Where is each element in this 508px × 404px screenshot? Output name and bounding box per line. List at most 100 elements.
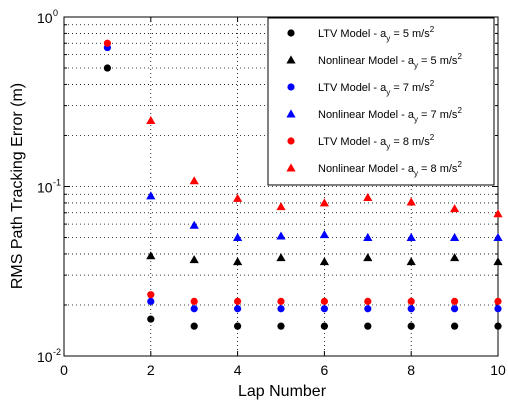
axes-frame (63, 16, 499, 357)
legend-marker (287, 137, 295, 145)
data-point (407, 305, 415, 313)
y-tick-base: 10 (37, 180, 53, 196)
data-point (494, 297, 502, 305)
data-point (277, 322, 285, 330)
data-point (493, 257, 503, 266)
legend-label-part: 2 (457, 160, 462, 169)
data-point (319, 198, 329, 207)
data-point (407, 322, 415, 330)
data-point (277, 305, 285, 313)
legend-label-part: 2 (457, 52, 462, 61)
data-point (320, 305, 328, 313)
data-point (319, 257, 329, 266)
legend-label-part: = 8 m/s (418, 163, 458, 175)
legend-label: LTV Model - ay = 5 m/s2 (318, 25, 435, 43)
data-point (407, 297, 415, 305)
data-point (103, 64, 111, 72)
legend-label-part: 2 (430, 133, 435, 142)
legend-marker (286, 109, 296, 118)
series-3 (103, 43, 502, 313)
data-point (363, 253, 373, 262)
legend-label-part: = 5 m/s (390, 28, 430, 40)
legend-marker (286, 55, 296, 64)
data-point (147, 291, 155, 299)
data-point (406, 232, 416, 241)
legend-label-part: Nonlinear Model - a (318, 163, 415, 175)
data-point (364, 297, 372, 305)
data-point (277, 297, 285, 305)
x-tick-label: 4 (234, 362, 242, 378)
data-point (190, 305, 198, 313)
data-point (190, 322, 198, 330)
y-tick-exponent: -2 (53, 347, 61, 357)
data-point (493, 209, 503, 218)
legend-box (267, 17, 495, 186)
y-tick-base: 10 (37, 349, 53, 365)
data-point (494, 305, 502, 313)
data-point (233, 232, 243, 241)
legend-label: Nonlinear Model - ay = 5 m/s2 (318, 52, 462, 70)
data-point (364, 322, 372, 330)
legend-label-part: Nonlinear Model - a (318, 109, 415, 121)
legend-label-part: 2 (430, 79, 435, 88)
series-6 (146, 115, 503, 218)
y-tick-exponent: -1 (53, 178, 61, 188)
legend-label-part: y (386, 142, 390, 151)
data-point (493, 232, 503, 241)
legend-label-part: y (414, 169, 418, 178)
x-tick-label: 10 (490, 362, 506, 378)
legend-item: LTV Model - ay = 8 m/s2 (287, 133, 435, 151)
y-tick-exponent: 0 (53, 8, 58, 18)
legend-label-part: = 7 m/s (418, 109, 458, 121)
data-point (189, 255, 199, 264)
legend-label-part: Nonlinear Model - a (318, 55, 415, 67)
legend-label: LTV Model - ay = 7 m/s2 (318, 79, 435, 97)
legend-label: Nonlinear Model - ay = 7 m/s2 (318, 106, 462, 124)
data-point (363, 232, 373, 241)
data-point (451, 322, 459, 330)
legend-marker (287, 83, 295, 91)
legend-label-part: = 5 m/s (418, 55, 458, 67)
legend-label-part: LTV Model - a (318, 82, 387, 94)
legend-label-part: LTV Model - a (318, 136, 387, 148)
data-point (320, 322, 328, 330)
data-point (147, 315, 155, 323)
data-point (234, 297, 242, 305)
data-point (147, 297, 155, 305)
data-point (146, 115, 156, 124)
data-point (450, 204, 460, 213)
x-tick-label: 6 (321, 362, 329, 378)
legend-marker (286, 163, 296, 172)
data-point (406, 197, 416, 206)
data-point (233, 257, 243, 266)
legend-item: Nonlinear Model - ay = 8 m/s2 (286, 160, 462, 178)
legend-label-part: 2 (430, 25, 435, 34)
data-point (234, 305, 242, 313)
data-point (276, 202, 286, 211)
data-point (233, 193, 243, 202)
series-2 (146, 251, 503, 266)
legend-label-part: LTV Model - a (318, 28, 387, 40)
data-point (276, 231, 286, 240)
data-point (189, 176, 199, 185)
legend-item: Nonlinear Model - ay = 7 m/s2 (286, 106, 462, 124)
x-tick-label: 8 (407, 362, 415, 378)
data-point (494, 322, 502, 330)
legend-label-part: y (386, 88, 390, 97)
legend-item: LTV Model - ay = 5 m/s2 (287, 25, 435, 43)
x-tick-label: 2 (147, 362, 155, 378)
data-point (146, 251, 156, 260)
data-point (190, 297, 198, 305)
data-point (364, 305, 372, 313)
legend-label-part: y (414, 61, 418, 70)
data-point (103, 39, 111, 47)
y-tick-label: 10 0 (37, 8, 58, 26)
data-point (189, 220, 199, 229)
data-point (451, 297, 459, 305)
x-axis-label: Lap Number (238, 383, 327, 400)
data-point (363, 193, 373, 202)
data-point (276, 253, 286, 262)
